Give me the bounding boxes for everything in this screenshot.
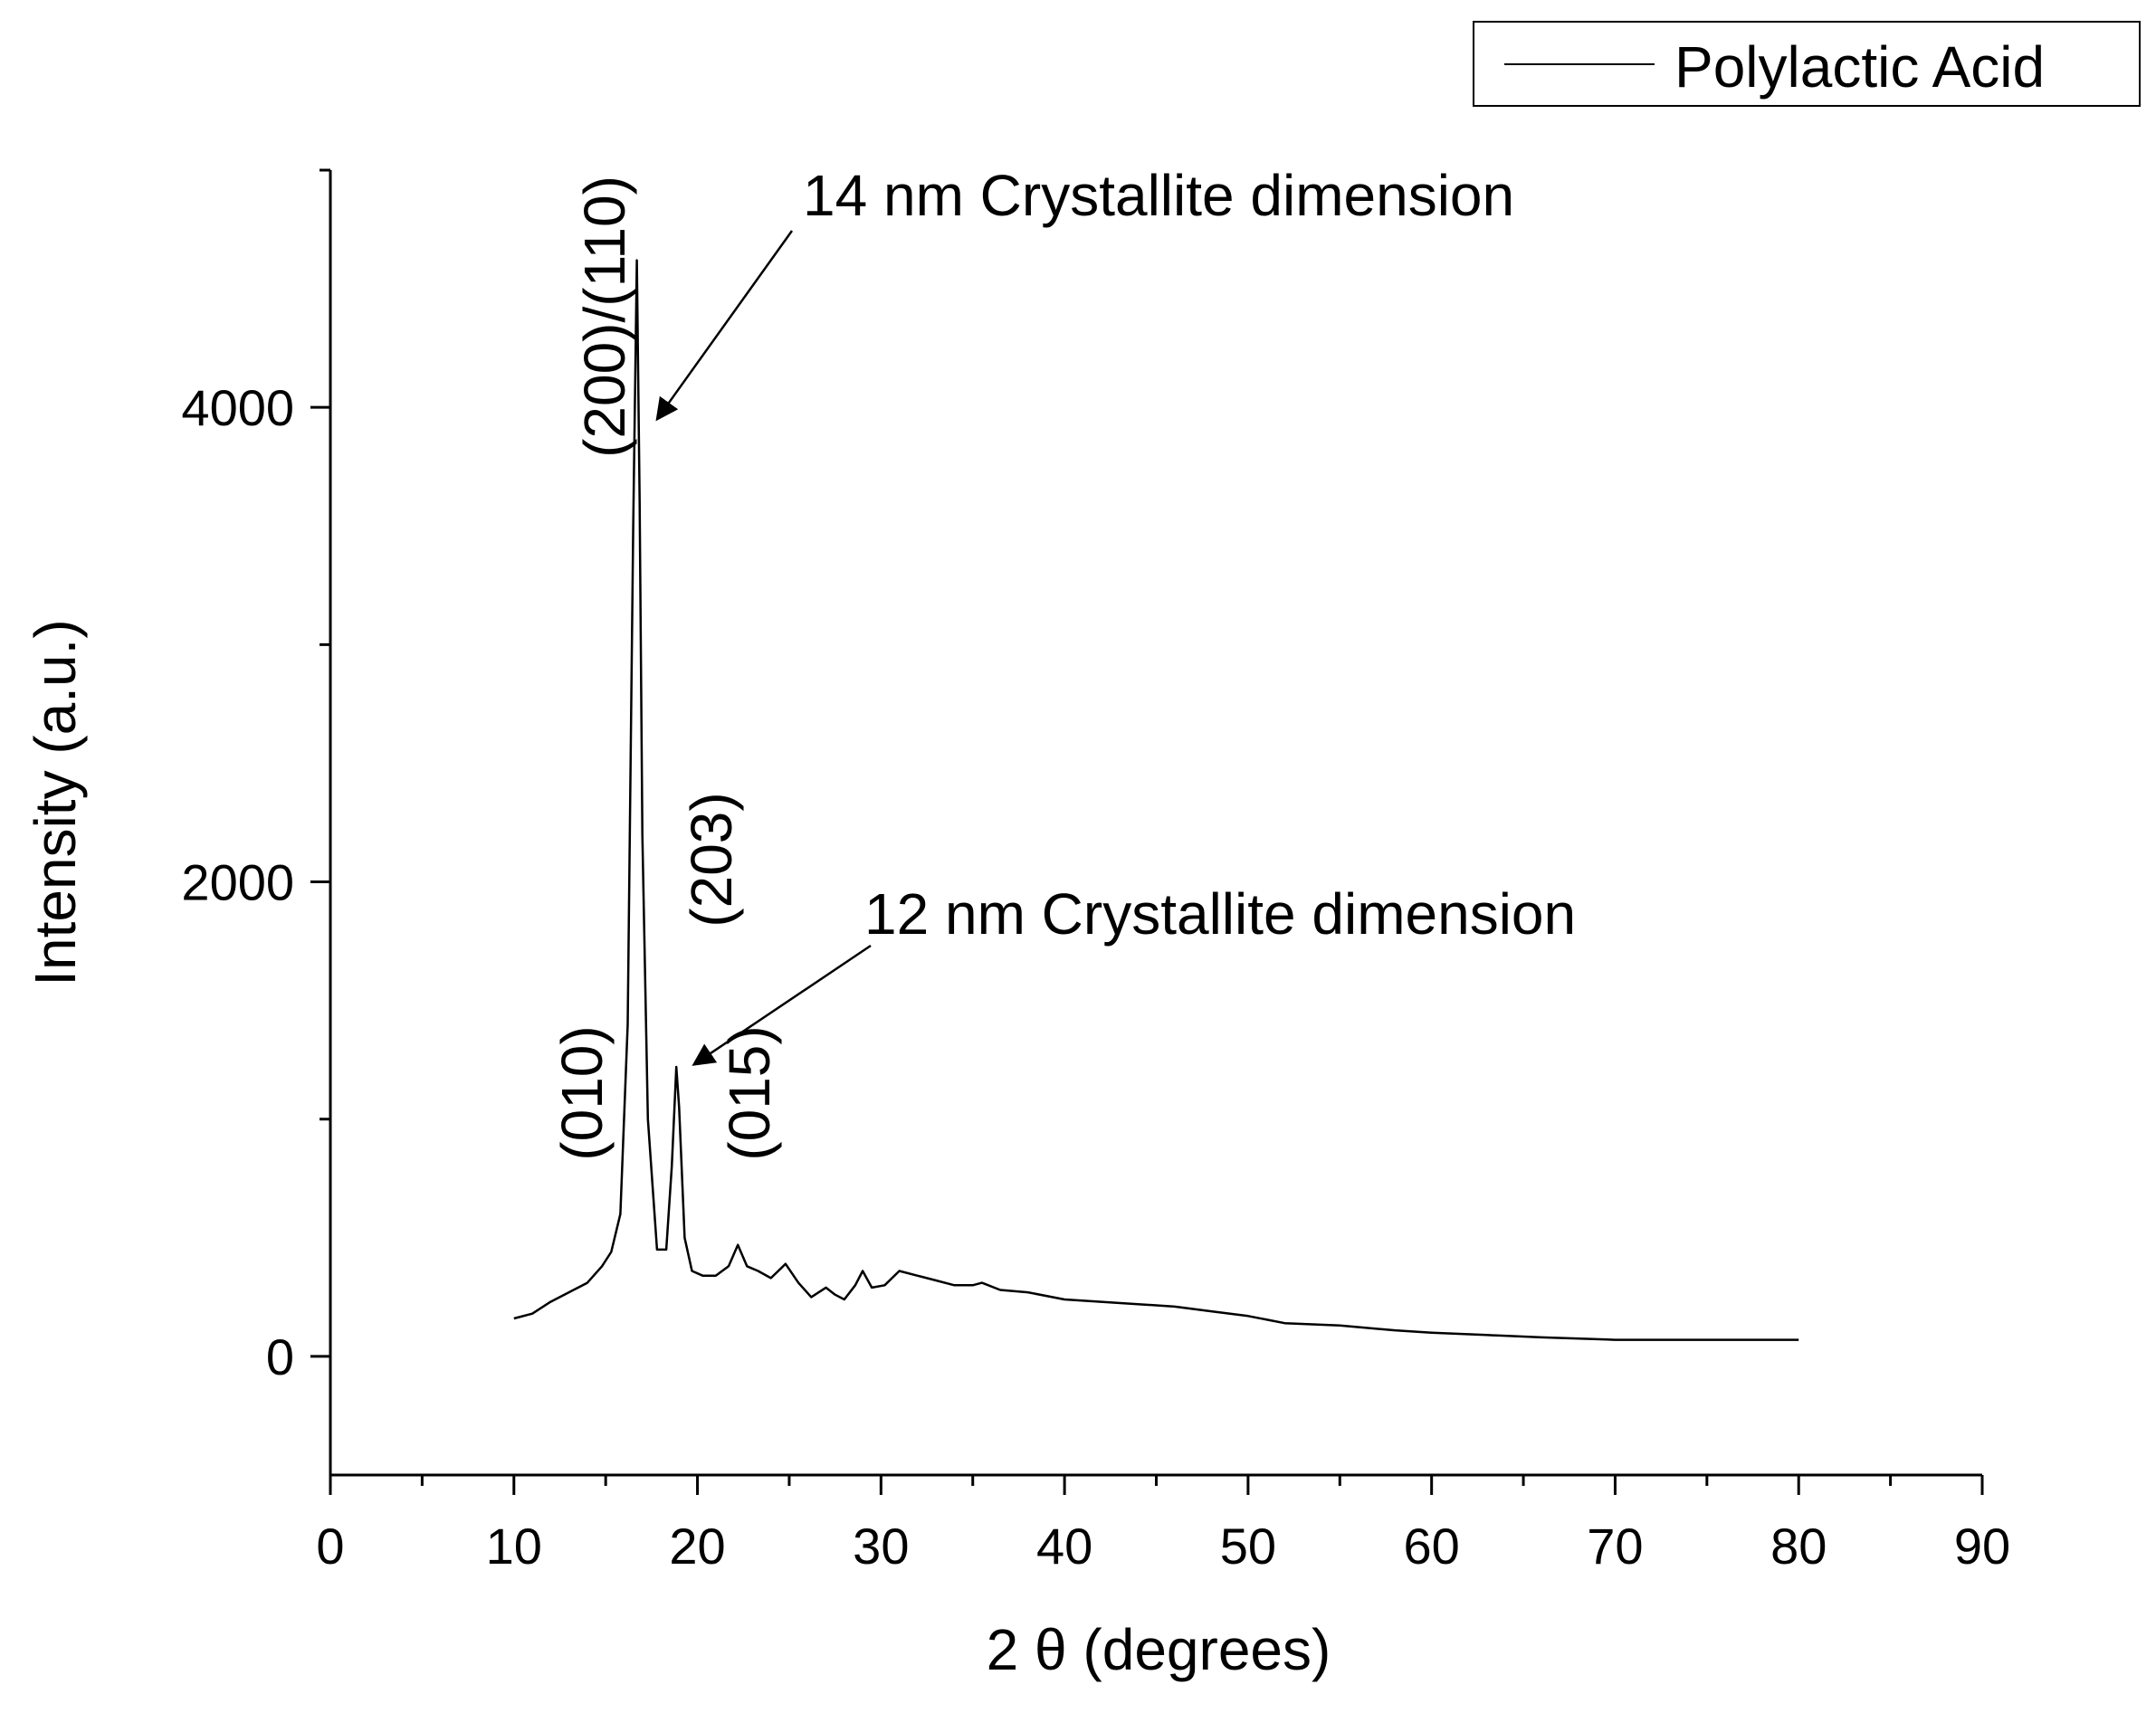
- annotation-arrow: [655, 230, 794, 422]
- x-axis-label: 2 θ (degrees): [987, 1617, 1331, 1682]
- peak-label: (203): [679, 792, 744, 927]
- y-tick-label: 4000: [181, 379, 294, 436]
- x-tick-label: 80: [1770, 1518, 1827, 1575]
- series-line: [513, 259, 1799, 1341]
- peak-label: (200)/(110): [572, 176, 637, 458]
- x-tick-label: 30: [853, 1518, 909, 1575]
- legend-label: Polylactic Acid: [1674, 34, 2045, 100]
- x-tick-label: 50: [1220, 1518, 1276, 1575]
- series-layer: [513, 259, 1799, 1341]
- x-tick-label: 10: [486, 1518, 542, 1575]
- annotation-arrow: [692, 944, 872, 1066]
- annotation-text: 14 nm Crystallite dimension: [803, 163, 1514, 228]
- x-tick-label: 60: [1404, 1518, 1460, 1575]
- x-tick-label: 40: [1036, 1518, 1092, 1575]
- y-axis-label: Intensity (a.u.): [23, 619, 88, 986]
- annotations: 14 nm Crystallite dimension 12 nm Crystal…: [549, 163, 1576, 1161]
- x-tick-label: 70: [1587, 1518, 1643, 1575]
- peak-label: (015): [717, 1025, 782, 1160]
- y-tick-label: 0: [266, 1328, 294, 1385]
- x-tick-label: 0: [316, 1518, 344, 1575]
- peak-label: (010): [549, 1025, 615, 1160]
- y-tick-label: 2000: [181, 854, 294, 911]
- x-tick-label: 20: [669, 1518, 725, 1575]
- x-tick-label: 90: [1954, 1518, 2010, 1575]
- annotation-text: 12 nm Crystallite dimension: [864, 881, 1576, 947]
- legend: Polylactic Acid: [1473, 21, 2141, 107]
- axes: 0 10 20 30 40 50 60 70 80 90 0 2000 4000: [181, 168, 2010, 1575]
